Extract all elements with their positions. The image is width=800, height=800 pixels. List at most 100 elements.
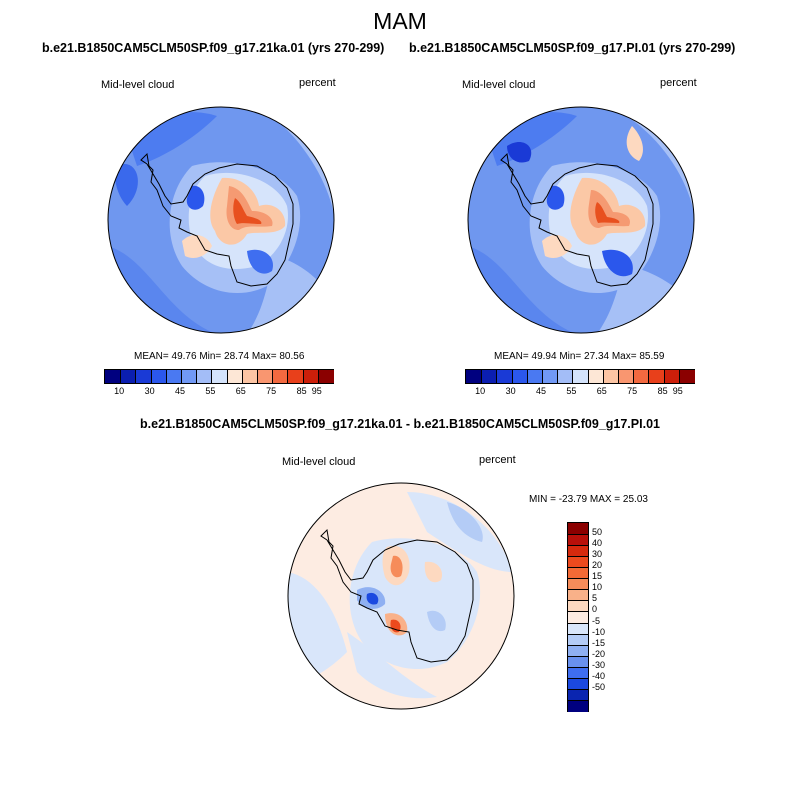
colorbar-cell (287, 370, 305, 383)
left-run-title: b.e21.B1850CAM5CLM50SP.f09_g17.21ka.01 (… (42, 41, 385, 55)
left-colorbar (104, 369, 335, 384)
left-variable-label: Mid-level cloud (101, 79, 175, 91)
colorbar-cell (568, 589, 588, 602)
colorbar-tick-label: -30 (592, 659, 606, 670)
colorbar-cell (568, 699, 588, 713)
colorbar-tick-label: 10 (475, 386, 486, 396)
colorbar-cell (150, 370, 168, 383)
left-colorbar-ticks: 10 30 45 55 65 75 85 95 (104, 386, 332, 398)
colorbar-tick-label: 65 (596, 386, 607, 396)
right-polar-map (467, 106, 695, 334)
colorbar-tick-label: 45 (535, 386, 547, 396)
colorbar-tick-label: 85 (657, 386, 668, 396)
colorbar-cell (557, 370, 574, 383)
colorbar-cell (678, 370, 696, 383)
colorbar-tick-label: 10 (114, 386, 125, 396)
colorbar-cell (317, 370, 335, 383)
colorbar-cell (602, 370, 620, 383)
colorbar-cell (568, 578, 588, 591)
right-colorbar-ticks: 10 30 45 55 65 75 85 95 (465, 386, 693, 398)
colorbar-cell (481, 370, 498, 383)
colorbar-tick-label: -15 (592, 637, 606, 648)
colorbar-tick-label: 40 (592, 538, 603, 549)
diff-units-label: percent (479, 454, 516, 466)
colorbar-cell (568, 567, 588, 580)
colorbar-cell (496, 370, 514, 383)
colorbar-tick-label: -10 (592, 626, 606, 637)
diff-variable-label: Mid-level cloud (282, 456, 356, 468)
colorbar-cell (196, 370, 213, 383)
colorbar-cell (568, 666, 588, 680)
diff-colorbar-ticks: 50 40 30 20 15 10 5 0 -5 -10 -15 -20 -30 -40 -50 (592, 522, 632, 710)
colorbar-cell (568, 677, 588, 691)
colorbar-cell (272, 370, 289, 383)
colorbar-cell (511, 370, 529, 383)
colorbar-tick-label: -50 (592, 681, 606, 692)
colorbar-cell (572, 370, 590, 383)
right-variable-label: Mid-level cloud (462, 79, 536, 91)
colorbar-tick-label: 30 (505, 386, 516, 396)
colorbar-tick-label: 10 (592, 582, 603, 593)
colorbar-tick-label: 30 (144, 386, 155, 396)
colorbar-tick-label: 45 (174, 386, 186, 396)
right-colorbar (465, 369, 696, 384)
diff-colorbar (567, 522, 589, 713)
right-run-title: b.e21.B1850CAM5CLM50SP.f09_g17.PI.01 (yr… (409, 41, 736, 55)
colorbar-cell (663, 370, 681, 383)
right-stats: MEAN= 49.94 Min= 27.34 Max= 85.59 (494, 351, 665, 362)
colorbar-tick-label: 75 (627, 386, 638, 396)
colorbar-cell (105, 370, 121, 383)
colorbar-cell (568, 556, 588, 569)
diff-stats: MIN = -23.79 MAX = 25.03 (529, 494, 648, 505)
colorbar-cell (257, 370, 274, 383)
colorbar-cell (135, 370, 153, 383)
colorbar-cell (568, 534, 588, 547)
colorbar-tick-label: 65 (235, 386, 246, 396)
colorbar-cell (211, 370, 229, 383)
colorbar-cell (633, 370, 650, 383)
colorbar-cell (241, 370, 259, 383)
colorbar-cell (568, 633, 588, 647)
colorbar-tick-label: 85 (296, 386, 307, 396)
colorbar-tick-label: 95 (311, 386, 322, 396)
colorbar-cell (526, 370, 544, 383)
colorbar-cell (181, 370, 198, 383)
colorbar-tick-label: 55 (566, 386, 577, 396)
colorbar-tick-label: 20 (592, 560, 603, 571)
colorbar-tick-label: 15 (592, 571, 603, 582)
colorbar-cell (568, 545, 588, 558)
colorbar-cell (165, 370, 183, 383)
left-units-label: percent (299, 77, 336, 89)
colorbar-tick-label: 95 (672, 386, 683, 396)
colorbar-tick-label: -5 (592, 615, 601, 626)
colorbar-tick-label: 75 (266, 386, 277, 396)
colorbar-tick-label: -40 (592, 670, 606, 681)
colorbar-tick-label: 50 (592, 527, 603, 538)
colorbar-cell (568, 600, 588, 613)
colorbar-cell (302, 370, 320, 383)
diff-polar-map (287, 482, 515, 710)
diff-title: b.e21.B1850CAM5CLM50SP.f09_g17.21ka.01 -… (140, 417, 660, 431)
colorbar-cell (568, 611, 588, 625)
colorbar-tick-label: 55 (205, 386, 216, 396)
colorbar-cell (587, 370, 605, 383)
colorbar-cell (542, 370, 559, 383)
colorbar-tick-label: 5 (592, 593, 598, 604)
colorbar-cell (568, 644, 588, 658)
colorbar-tick-label: 0 (592, 604, 598, 615)
colorbar-tick-label: 30 (592, 549, 603, 560)
colorbar-cell (618, 370, 635, 383)
right-units-label: percent (660, 77, 697, 89)
colorbar-cell (226, 370, 244, 383)
left-stats: MEAN= 49.76 Min= 28.74 Max= 80.56 (134, 351, 305, 362)
colorbar-cell (568, 688, 588, 702)
colorbar-cell (568, 655, 588, 669)
colorbar-cell (648, 370, 666, 383)
left-polar-map (107, 106, 335, 334)
colorbar-cell (466, 370, 482, 383)
colorbar-tick-label: -20 (592, 648, 606, 659)
colorbar-cell (120, 370, 137, 383)
colorbar-cell (568, 622, 588, 636)
colorbar-cell (568, 523, 588, 535)
season-title: MAM (373, 8, 427, 34)
